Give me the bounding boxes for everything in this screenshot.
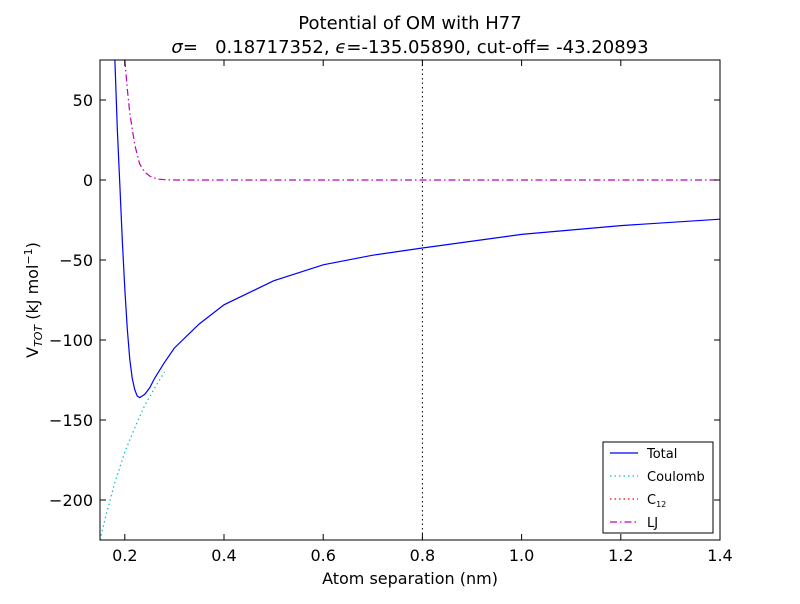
series-line-coulomb	[100, 371, 165, 540]
chart-title: Potential of OM with H77	[298, 13, 521, 34]
y-tick-label: −50	[59, 251, 93, 270]
y-axis: 50 0 −50 −100 −150 −200	[49, 91, 720, 510]
legend-label-lj: LJ	[647, 516, 658, 531]
y-axis-label: VTOT (kJ mol−1)	[22, 242, 45, 358]
x-tick-label: 1.2	[608, 546, 633, 565]
y-tick-label: −200	[49, 491, 93, 510]
x-tick-label: 0.4	[211, 546, 236, 565]
series-line-lj	[124, 60, 720, 181]
y-tick-label: −100	[49, 331, 93, 350]
y-tick-label: 0	[83, 171, 93, 190]
legend-box	[602, 441, 714, 534]
x-axis: 0.2 0.4 0.6 0.8 1.0 1.2 1.4	[112, 60, 733, 565]
x-tick-label: 0.8	[410, 546, 435, 565]
legend-label-coulomb: Coulomb	[647, 470, 705, 485]
x-tick-label: 0.2	[112, 546, 137, 565]
y-tick-label: 50	[73, 91, 93, 110]
x-tick-label: 1.0	[509, 546, 534, 565]
legend-label-total: Total	[646, 447, 677, 462]
x-tick-label: 0.6	[310, 546, 335, 565]
chart-subtitle: σ= 0.18717352, ϵ=-135.05890, cut-off= -4…	[171, 37, 648, 58]
plot-frame	[99, 59, 721, 541]
x-axis-label: Atom separation (nm)	[322, 569, 498, 588]
series-layer	[100, 60, 720, 540]
x-tick-label: 1.4	[707, 546, 732, 565]
y-tick-label: −150	[49, 411, 93, 430]
series-line-total	[114, 60, 720, 399]
